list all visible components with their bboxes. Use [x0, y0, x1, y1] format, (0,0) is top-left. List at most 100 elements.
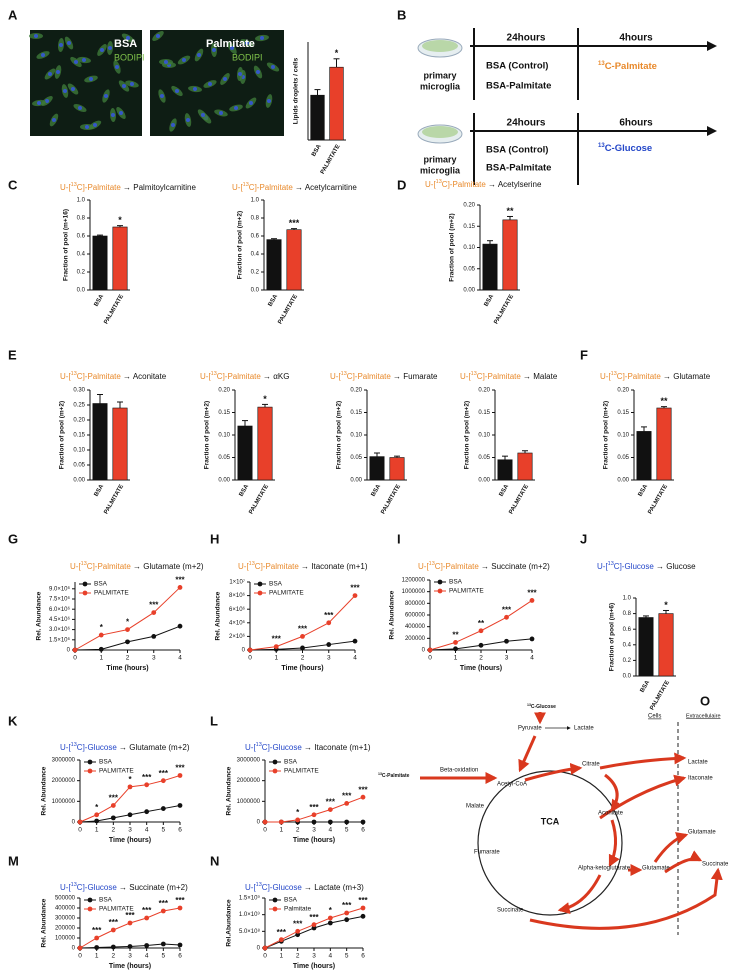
data-point — [177, 585, 183, 590]
title-tracer: U-[ — [330, 372, 341, 381]
y-tick-label: 0.6 — [623, 627, 632, 633]
data-point — [177, 623, 183, 629]
y-tick-label: 3000000 — [52, 758, 76, 764]
nucleus — [182, 58, 186, 62]
y-tick-label: 200000 — [405, 636, 426, 642]
data-point — [300, 634, 305, 639]
condition: BSA (Control) — [486, 61, 548, 72]
data-point — [110, 803, 116, 808]
x-tick-label: BSA — [239, 483, 251, 498]
y-tick-label: 5.0×10⁸ — [239, 928, 261, 935]
title-target: → Itaconate (m+1) — [302, 743, 371, 752]
data-point — [360, 913, 366, 919]
x-tick-label: PALMITATE — [380, 484, 402, 516]
panel-labels: A B C D E F G H I J K L M N O — [8, 7, 710, 868]
flux-arrow — [557, 874, 602, 914]
data-point — [160, 778, 166, 784]
legend-marker — [87, 897, 93, 903]
title-isotope: 13 — [611, 371, 617, 377]
x-tick-label: BSA — [640, 679, 652, 694]
significance: *** — [142, 906, 152, 915]
x-tick-label: 3 — [152, 655, 156, 662]
significance: *** — [92, 926, 102, 935]
y-axis-label: Rel. Abundance — [36, 591, 43, 640]
data-point — [311, 922, 317, 928]
bar — [112, 407, 128, 481]
nucleus — [104, 94, 108, 98]
nucleus — [108, 46, 112, 50]
y-tick-label: 3.0×10⁶ — [49, 626, 71, 633]
cycle-label: TCA — [541, 816, 560, 826]
series-line — [249, 595, 356, 651]
nucleus — [245, 41, 249, 45]
bar — [658, 613, 674, 677]
y-axis-label: Lipids droplets / cells — [293, 57, 300, 124]
title-tracer: C]-Palmitate — [442, 180, 487, 189]
tracer-name: C-Palmitate — [382, 773, 410, 779]
y-tick-label: 0.00 — [617, 478, 629, 484]
x-tick-label: 6 — [361, 953, 365, 960]
nucleus — [208, 82, 212, 86]
y-tick-label: 0.00 — [73, 478, 85, 484]
nucleus — [234, 106, 238, 110]
significance: *** — [293, 919, 303, 928]
diagram-o: 13C-Glucose 13C-Palmitate Pyruvate Lacta… — [378, 703, 729, 935]
tracer-name: C-Glucose — [605, 143, 653, 154]
title-tracer: C]-Palmitate — [617, 372, 662, 381]
nucleus — [100, 48, 104, 52]
data-point — [360, 794, 366, 800]
title-target: → Lactate (m+3) — [302, 883, 364, 892]
isotope: 13 — [598, 61, 605, 67]
data-point — [273, 644, 279, 649]
legend-marker — [87, 768, 93, 774]
y-tick-label: 0.00 — [218, 478, 230, 484]
panel-label: I — [397, 531, 401, 546]
chart-title: U-[13C]-Palmitate → αKG — [200, 371, 289, 381]
x-tick-label: PALMITATE — [647, 484, 669, 516]
title-tracer: C]-Glucose — [262, 883, 303, 892]
nucleus — [111, 113, 115, 117]
x-tick-label: PALMITATE — [248, 484, 270, 516]
title-target: → Malate — [521, 372, 558, 381]
data-point — [127, 920, 133, 926]
y-tick-label: 0 — [72, 820, 76, 826]
y-tick-label: 0 — [257, 820, 261, 826]
title-isotope: 13 — [249, 561, 255, 567]
nucleus — [41, 53, 45, 57]
isotope: 13 — [527, 703, 531, 707]
y-tick-label: 1.0 — [251, 198, 260, 204]
chart-title: U-[13C]-Glucose → Glucose — [597, 561, 696, 571]
y-tick-label: 0.20 — [218, 388, 230, 394]
data-point — [327, 819, 333, 825]
title-isotope: 13 — [211, 371, 217, 377]
y-tick-label: 0.4 — [623, 642, 632, 648]
significance: *** — [125, 911, 135, 920]
isotope: 13 — [378, 772, 382, 776]
x-tick-label: 6 — [178, 953, 182, 960]
flux-arrow — [524, 762, 583, 782]
y-tick-label: 0.15 — [73, 433, 85, 439]
data-point — [127, 944, 133, 949]
nucleus — [119, 111, 123, 115]
title-isotope: 13 — [81, 561, 87, 567]
bar — [497, 459, 513, 481]
significance: *** — [324, 611, 334, 620]
nucleus — [63, 89, 67, 93]
panel-label: E — [8, 347, 17, 362]
title-target: → Glutamate — [661, 372, 711, 381]
y-tick-label: 0.0 — [251, 288, 260, 294]
image-label: Palmitate — [206, 38, 255, 50]
chart-title: U-[13C]-Glucose → Glutamate (m+2) — [60, 742, 190, 752]
data-point — [98, 646, 104, 652]
y-axis-label: Rel. Abundance — [41, 766, 48, 815]
x-tick-label: PALMITATE — [508, 484, 530, 516]
x-tick-label: 2 — [112, 827, 116, 834]
y-tick-label: 7.5×10⁶ — [49, 596, 71, 603]
x-tick-label: BSA — [94, 483, 106, 498]
data-point — [478, 642, 484, 648]
y-axis-label: Rel. Abundance — [215, 591, 222, 640]
data-point — [278, 937, 284, 943]
title-target: → Succinate (m+2) — [479, 562, 550, 571]
bar — [237, 425, 253, 481]
